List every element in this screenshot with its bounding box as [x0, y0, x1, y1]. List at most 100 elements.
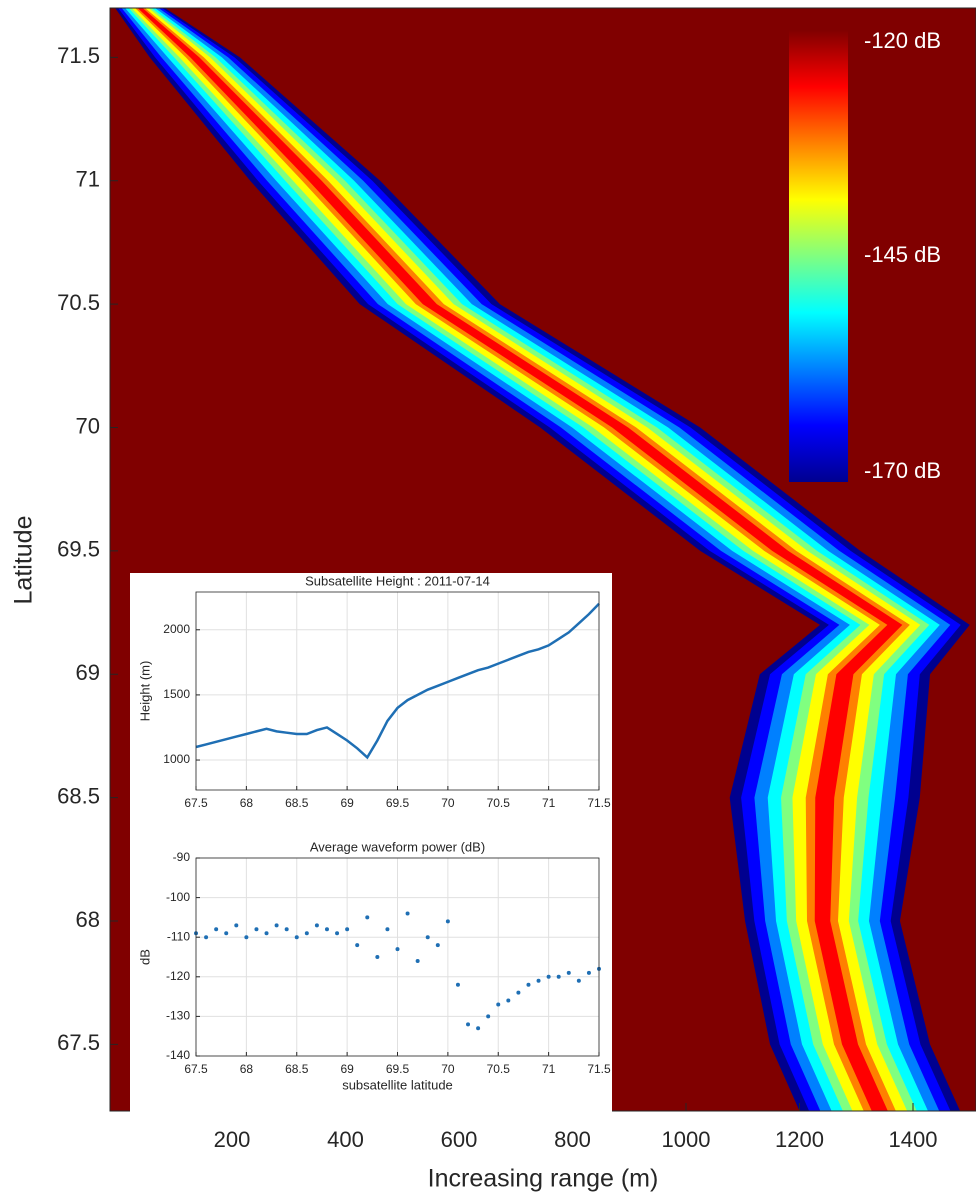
point: [264, 931, 269, 936]
x-tick-label: 69: [340, 1062, 354, 1076]
point: [314, 923, 319, 928]
y-tick-label: -120: [166, 969, 190, 983]
point: [466, 1022, 471, 1027]
swath-layer: [118, 8, 961, 1111]
point: [254, 927, 259, 932]
point: [435, 943, 440, 948]
point: [304, 931, 309, 936]
point: [365, 915, 370, 920]
point: [445, 919, 450, 924]
y-tick-label: 70.5: [57, 290, 100, 315]
point: [274, 923, 279, 928]
point: [395, 947, 400, 952]
x-tick-label: 200: [214, 1127, 251, 1152]
y-tick-label: 1500: [163, 687, 190, 701]
x-tick-label: 1000: [662, 1127, 711, 1152]
point: [355, 943, 360, 948]
point: [345, 927, 350, 932]
point: [506, 998, 511, 1003]
colorbar-label: -120 dB: [864, 28, 941, 53]
point: [496, 1002, 501, 1007]
point: [546, 974, 551, 979]
point: [586, 970, 591, 975]
x-tick-label: 69.5: [386, 796, 410, 810]
x-tick-label: 69.5: [386, 1062, 410, 1076]
x-tick-label: 1200: [775, 1127, 824, 1152]
line: [195, 602, 600, 760]
y-tick-label: 2000: [163, 622, 190, 636]
y-tick-label: 71.5: [57, 43, 100, 68]
x-tick-label: 68.5: [285, 1062, 309, 1076]
plot-frame: [195, 591, 600, 791]
colorbar-label: -145 dB: [864, 242, 941, 267]
x-axis-label: subsatellite latitude: [342, 1077, 453, 1092]
x-tick-label: 800: [554, 1127, 591, 1152]
x-tick-label: 70.5: [487, 796, 511, 810]
x-tick-label: 68.5: [285, 796, 309, 810]
point: [284, 927, 289, 932]
y-tick-label: 70: [76, 413, 100, 438]
x-tick-label: 68: [240, 796, 254, 810]
point: [415, 958, 420, 963]
point: [244, 935, 249, 940]
y-tick-label: -140: [166, 1048, 190, 1062]
y-tick-label: -110: [167, 929, 190, 943]
x-tick-label: 71.5: [587, 796, 611, 810]
point: [385, 927, 390, 932]
subplot-title: Subsatellite Height : 2011-07-14: [305, 573, 490, 588]
point: [526, 982, 531, 987]
plot-frame: [195, 857, 600, 1057]
point: [294, 935, 299, 940]
point: [536, 978, 541, 983]
y-tick-label: 69: [76, 660, 100, 685]
y-tick-label: -100: [166, 890, 190, 904]
y-tick-label: 67.5: [57, 1030, 100, 1055]
point: [566, 970, 571, 975]
point: [455, 982, 460, 987]
x-tick-label: 67.5: [184, 1062, 208, 1076]
x-tick-label: 71: [542, 796, 556, 810]
x-tick-label: 70: [441, 796, 455, 810]
y-axis-label: Latitude: [10, 516, 38, 605]
y-tick-label: 1000: [163, 752, 190, 766]
y-axis-label: Height (m): [137, 661, 152, 722]
x-tick-label: 70.5: [487, 1062, 511, 1076]
point: [486, 1014, 491, 1019]
x-tick-label: 1400: [889, 1127, 938, 1152]
subplot-title: Average waveform power (dB): [310, 839, 485, 854]
y-tick-label: 68: [76, 907, 100, 932]
y-tick-label: 69.5: [57, 537, 100, 562]
point: [324, 927, 329, 932]
y-tick-label: -130: [166, 1009, 190, 1023]
point: [234, 923, 239, 928]
x-axis-label: Increasing range (m): [428, 1165, 659, 1193]
point: [214, 927, 219, 932]
y-tick-label: 71: [76, 167, 100, 192]
swath-layer: [135, 8, 910, 1111]
x-tick-label: 400: [327, 1127, 364, 1152]
colorbar: [789, 30, 848, 482]
x-tick-label: 71.5: [587, 1062, 611, 1076]
point: [476, 1026, 481, 1031]
x-tick-label: 71: [542, 1062, 556, 1076]
point: [204, 935, 209, 940]
swath: [115, 8, 970, 1111]
inset-panel: [130, 573, 612, 1116]
point: [516, 990, 521, 995]
x-tick-label: 68: [240, 1062, 254, 1076]
point: [425, 935, 430, 940]
point: [556, 974, 561, 979]
point: [335, 931, 340, 936]
y-axis-label: dB: [137, 949, 152, 965]
x-tick-label: 67.5: [184, 796, 208, 810]
point: [405, 911, 410, 916]
point: [224, 931, 229, 936]
y-tick-label: 68.5: [57, 783, 100, 808]
colorbar-label: -170 dB: [864, 458, 941, 483]
point: [576, 978, 581, 983]
y-tick-label: -90: [173, 850, 191, 864]
x-tick-label: 70: [441, 1062, 455, 1076]
point: [375, 955, 380, 959]
x-tick-label: 600: [441, 1127, 478, 1152]
